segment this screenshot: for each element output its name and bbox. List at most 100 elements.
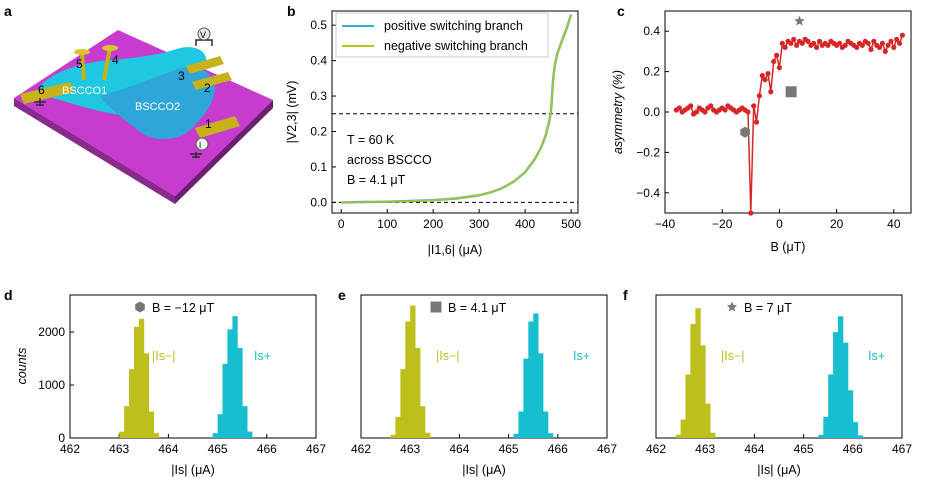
asymmetry-point bbox=[765, 71, 771, 77]
ground-symbol-right bbox=[190, 152, 202, 158]
y-tick-label: 0.5 bbox=[310, 18, 327, 32]
chart-e-label-is-plus: Is+ bbox=[573, 349, 590, 363]
histogram-bar bbox=[119, 431, 125, 438]
asymmetry-point bbox=[899, 32, 906, 38]
legend-label-positive: positive switching branch bbox=[384, 19, 523, 33]
chart-c: −40 −20 0 20 40 −0.4 −0.2 0.0 0.2 0.4 B (μT) asym… bbox=[611, 10, 912, 254]
chart-b-content: 0 100 200 300 400 500 0.0 0.1 0.2 0.3 0.4 0.5 bbox=[310, 14, 581, 231]
chart-c-xlabel: B (μT) bbox=[771, 240, 806, 254]
legend-hexagon-marker bbox=[135, 301, 145, 313]
histogram-bar bbox=[420, 406, 426, 438]
chart-d-label-is-minus: |Is−| bbox=[152, 349, 176, 363]
histogram-bar bbox=[232, 316, 238, 438]
histogram-bar bbox=[247, 431, 253, 438]
y-tick-label: 0.2 bbox=[643, 65, 660, 79]
chart-b: 0 100 200 300 400 500 0.0 0.1 0.2 0.3 0.4 0.5 posit… bbox=[285, 10, 581, 257]
histogram-bar bbox=[395, 416, 401, 438]
x-tick-label: 463 bbox=[695, 442, 715, 456]
asymmetry-point bbox=[816, 38, 823, 44]
histogram-bar bbox=[242, 406, 248, 438]
bscco2-flake bbox=[100, 67, 215, 140]
panel-label-a: a bbox=[4, 3, 12, 19]
contact-label-3: 3 bbox=[178, 69, 185, 83]
y-tick-label: 0.4 bbox=[643, 24, 660, 38]
x-tick-label: 463 bbox=[400, 442, 420, 456]
chart-e-legend-label: B = 4.1 μT bbox=[448, 301, 507, 315]
histogram-bar bbox=[823, 416, 829, 438]
chart-d: 462 463 464 465 466 467 0 1000 2000 |Is| (μA) co… bbox=[15, 294, 326, 477]
legend-square-marker bbox=[430, 301, 442, 313]
contact-label-4: 4 bbox=[112, 53, 119, 67]
asymmetry-point bbox=[794, 42, 800, 48]
asymmetry-point bbox=[722, 107, 728, 113]
legend-label-negative: negative switching branch bbox=[384, 39, 528, 53]
x-tick-label: 20 bbox=[830, 217, 844, 231]
x-tick-label: 200 bbox=[423, 217, 443, 231]
histogram-bar bbox=[124, 406, 130, 438]
asymmetry-point bbox=[791, 36, 797, 42]
histogram-bar bbox=[690, 324, 696, 438]
x-tick-label: 0 bbox=[776, 217, 783, 231]
asymmetry-point bbox=[762, 77, 768, 83]
histogram-bar bbox=[143, 353, 150, 438]
chart-b-ylabel: |V2,3| (mV) bbox=[285, 81, 299, 144]
asymmetry-point bbox=[779, 40, 785, 46]
chart-f-label-is-minus: |Is−| bbox=[721, 349, 745, 363]
asymmetry-point bbox=[748, 210, 754, 216]
x-tick-label: 40 bbox=[887, 217, 901, 231]
asymmetry-point bbox=[782, 44, 788, 51]
chart-d-content: 462 463 464 465 466 467 0 1000 2000 bbox=[38, 301, 326, 456]
asymmetry-point bbox=[768, 89, 774, 95]
asymmetry-point bbox=[788, 40, 794, 46]
asymmetry-point bbox=[745, 109, 751, 115]
asymmetry-point bbox=[776, 65, 783, 71]
x-tick-label: 400 bbox=[515, 217, 535, 231]
contact-5-cap bbox=[74, 49, 90, 55]
histogram-bar bbox=[390, 434, 396, 438]
histogram-bar bbox=[217, 414, 223, 438]
x-tick-label: 467 bbox=[306, 442, 326, 456]
contact-2-pad bbox=[192, 72, 232, 90]
x-tick-label: 465 bbox=[794, 442, 814, 456]
asymmetry-point bbox=[774, 52, 780, 59]
contact-4-cap bbox=[102, 45, 118, 51]
histogram-bar bbox=[680, 419, 686, 438]
contact-label-5: 5 bbox=[76, 57, 83, 71]
histogram-bar bbox=[700, 345, 706, 438]
histogram-bar bbox=[227, 329, 233, 438]
asymmetry-point bbox=[868, 46, 874, 53]
asymmetry-point bbox=[702, 109, 708, 115]
chart-f-content: 462 463 464 465 466 467 bbox=[646, 301, 912, 456]
x-tick-label: 462 bbox=[646, 442, 666, 456]
bscco2-label: BSCCO2 bbox=[135, 101, 180, 113]
chart-d-label-is-plus: Is+ bbox=[254, 349, 271, 363]
panel-label-c: c bbox=[617, 3, 625, 19]
asymmetry-point bbox=[897, 40, 903, 46]
histogram-bar bbox=[705, 403, 711, 438]
voltmeter-icon bbox=[197, 27, 211, 41]
histogram-bar bbox=[134, 326, 140, 438]
annotation-temperature: T = 60 K bbox=[347, 133, 395, 147]
chart-b-xlabel: |I1,6| (μA) bbox=[428, 243, 483, 257]
current-source-symbol: I bbox=[199, 141, 201, 150]
contact-6-pad bbox=[20, 82, 74, 104]
asymmetry-point bbox=[885, 42, 891, 48]
current-source-icon bbox=[195, 137, 209, 151]
x-tick-label: 463 bbox=[109, 442, 129, 456]
histogram-bar bbox=[710, 432, 716, 438]
asymmetry-point bbox=[811, 40, 817, 46]
hexagon-marker bbox=[740, 126, 750, 138]
x-tick-label: 466 bbox=[548, 442, 568, 456]
histogram-bar bbox=[533, 313, 539, 438]
chart-f: 462 463 464 465 466 467 |Is| (μA) B = 7 μT |I… bbox=[646, 294, 912, 477]
chart-d-legend-label: B = −12 μT bbox=[152, 301, 214, 315]
chart-e-label-is-minus: |Is−| bbox=[436, 349, 460, 363]
histogram-bar bbox=[833, 332, 839, 438]
y-tick-label: 1000 bbox=[38, 378, 65, 392]
x-tick-label: 300 bbox=[469, 217, 489, 231]
asymmetry-point bbox=[865, 40, 871, 46]
contact-label-6: 6 bbox=[38, 83, 45, 97]
contact-label-2: 2 bbox=[204, 81, 211, 95]
star-marker bbox=[794, 15, 805, 26]
